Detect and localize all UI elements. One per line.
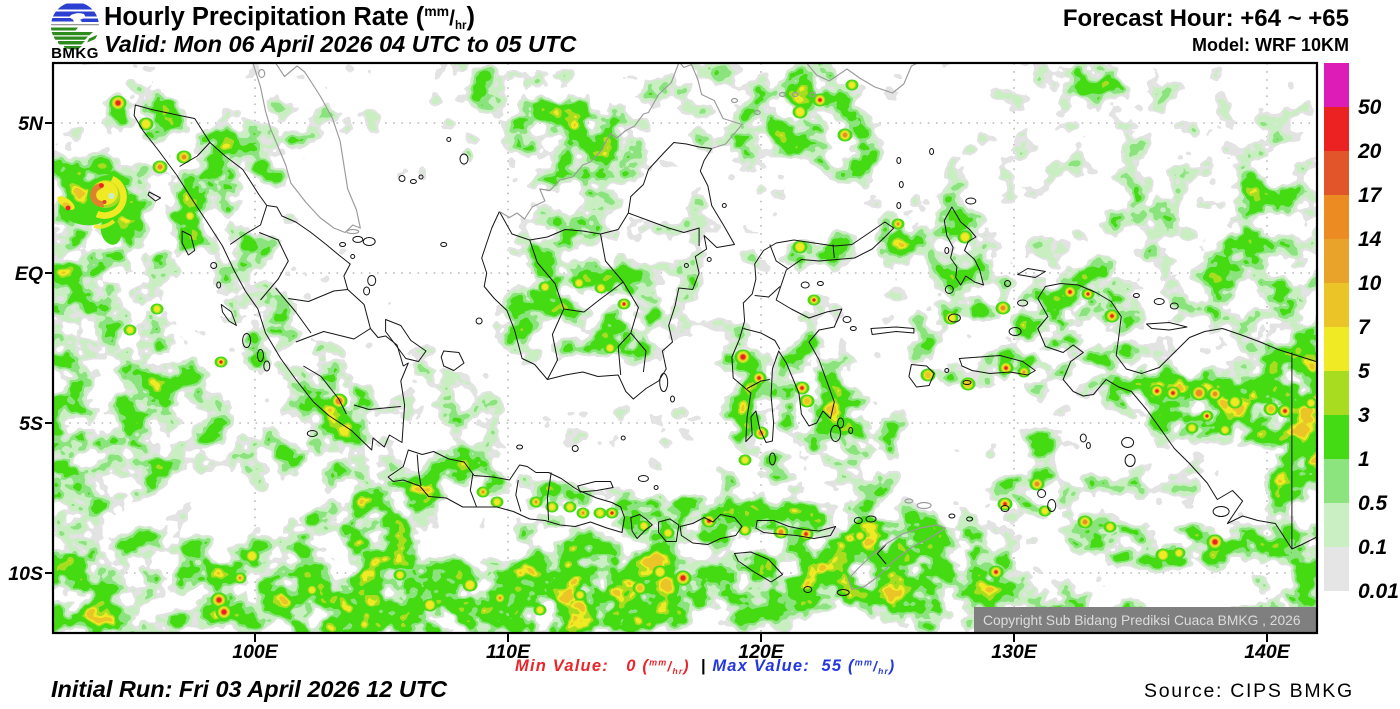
svg-text:1: 1 xyxy=(1358,448,1370,471)
svg-text:Valid: Mon 06 April 2026 04 UT: Valid: Mon 06 April 2026 04 UTC to 05 UT… xyxy=(104,31,577,57)
svg-text:5: 5 xyxy=(1358,360,1370,383)
svg-text:100E: 100E xyxy=(232,641,279,663)
svg-text:0.5: 0.5 xyxy=(1358,492,1388,515)
svg-text:14: 14 xyxy=(1358,228,1382,251)
svg-text:EQ: EQ xyxy=(15,263,43,285)
svg-text:Initial Run: Fri 03 April 2026: Initial Run: Fri 03 April 2026 12 UTC xyxy=(51,676,448,702)
svg-text:0.01: 0.01 xyxy=(1358,580,1399,603)
svg-text:10: 10 xyxy=(1358,272,1382,295)
svg-text:0.1: 0.1 xyxy=(1358,536,1387,559)
svg-text:17: 17 xyxy=(1358,184,1383,207)
svg-text:50: 50 xyxy=(1358,96,1382,119)
svg-text:110E: 110E xyxy=(486,641,531,663)
svg-text:7: 7 xyxy=(1358,316,1371,339)
svg-text:Min Value: 0 (mm/hr) | Max: Min Value: 0 (mm/hr) | Max Value: 55 (mm… xyxy=(515,657,895,676)
svg-text:Copyright Sub Bidang Prediksi: Copyright Sub Bidang Prediksi Cuaca BMKG… xyxy=(983,613,1301,628)
svg-text:120E: 120E xyxy=(738,641,785,663)
svg-text:Model: WRF 10KM: Model: WRF 10KM xyxy=(1192,35,1349,55)
svg-text:Hourly Precipitation Rate (mm/: Hourly Precipitation Rate (mm/hr) xyxy=(104,3,475,32)
svg-text:5S: 5S xyxy=(19,413,43,435)
svg-text:140E: 140E xyxy=(1244,641,1291,663)
svg-text:20: 20 xyxy=(1357,140,1382,163)
svg-text:130E: 130E xyxy=(991,641,1038,663)
svg-text:5N: 5N xyxy=(18,113,44,135)
svg-text:10S: 10S xyxy=(8,563,43,585)
svg-text:BMKG: BMKG xyxy=(51,45,99,62)
svg-text:Source: CIPS BMKG: Source: CIPS BMKG xyxy=(1144,680,1354,702)
svg-text:3: 3 xyxy=(1358,404,1370,427)
svg-text:Forecast Hour: +64 ~ +65: Forecast Hour: +64 ~ +65 xyxy=(1063,5,1349,32)
